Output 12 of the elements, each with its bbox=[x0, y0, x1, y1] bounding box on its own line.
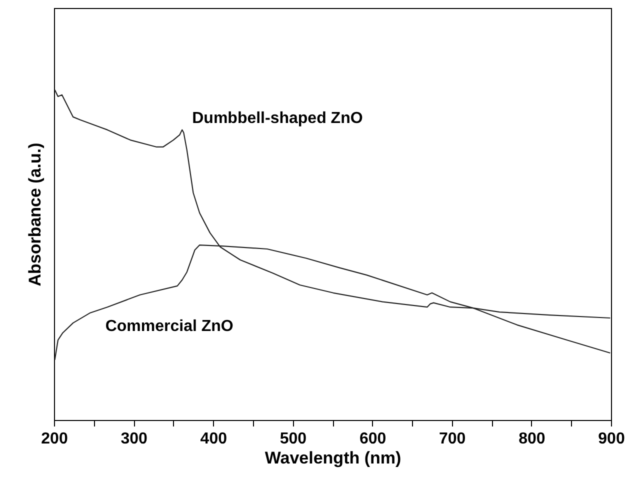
series-label: Dumbbell-shaped ZnO bbox=[192, 110, 363, 127]
x-tick-label: 800 bbox=[518, 430, 546, 448]
x-tick-label: 500 bbox=[280, 430, 307, 448]
y-axis-title: Absorbance (a.u.) bbox=[26, 142, 44, 286]
x-tick-label: 700 bbox=[439, 430, 466, 448]
series-label: Commercial ZnO bbox=[105, 318, 234, 336]
x-tick-label: 600 bbox=[359, 430, 386, 448]
x-tick-label: 200 bbox=[41, 430, 68, 448]
x-tick-label: 400 bbox=[200, 430, 228, 448]
x-tick-label: 300 bbox=[120, 430, 148, 448]
x-tick-label: 900 bbox=[598, 430, 625, 448]
x-axis-title: Wavelength (nm) bbox=[264, 448, 402, 468]
